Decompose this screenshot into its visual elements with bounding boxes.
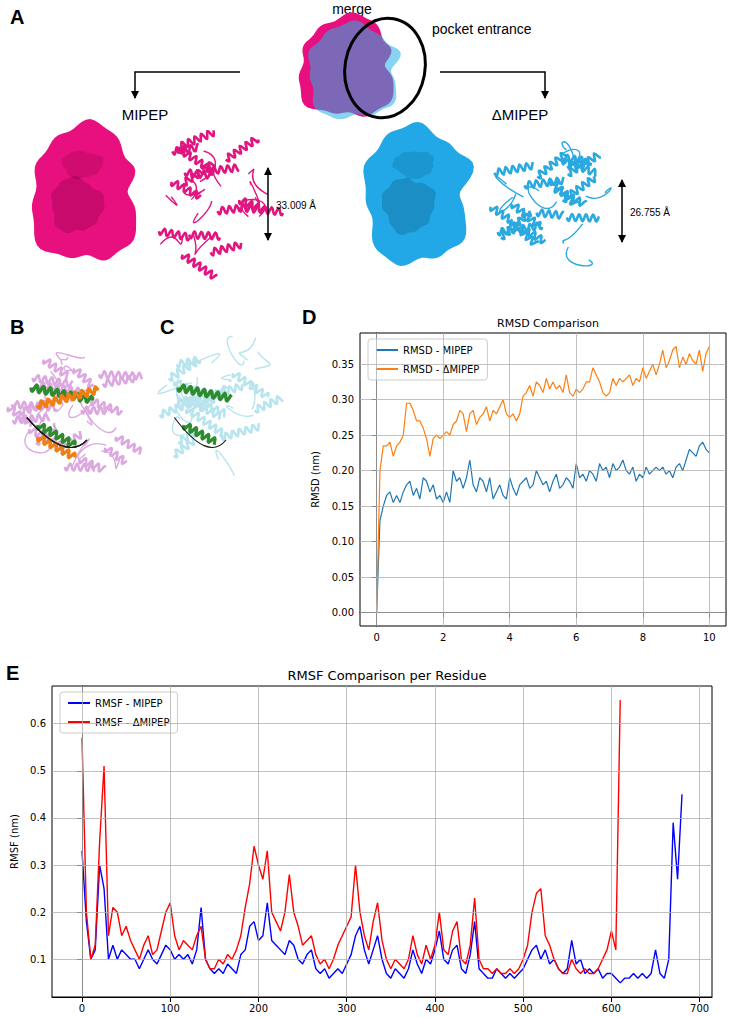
svg-text:D: D xyxy=(302,306,316,328)
svg-text:33.009 Å: 33.009 Å xyxy=(276,199,316,211)
svg-text:0.35: 0.35 xyxy=(332,359,354,370)
svg-text:26.755 Å: 26.755 Å xyxy=(630,206,670,218)
svg-text:merge: merge xyxy=(332,1,372,17)
svg-text:A: A xyxy=(10,6,24,28)
svg-text:RMSF - MIPEP: RMSF - MIPEP xyxy=(95,698,163,709)
svg-text:700: 700 xyxy=(690,1003,709,1014)
svg-text:100: 100 xyxy=(161,1003,180,1014)
svg-text:6: 6 xyxy=(573,632,579,643)
svg-text:B: B xyxy=(10,316,24,338)
svg-text:RMSF (nm): RMSF (nm) xyxy=(9,814,20,869)
svg-text:0.10: 0.10 xyxy=(332,536,354,547)
svg-text:0.00: 0.00 xyxy=(332,607,354,618)
svg-text:0.3: 0.3 xyxy=(30,860,46,871)
svg-text:RMSD (nm): RMSD (nm) xyxy=(310,451,321,508)
svg-text:0.1: 0.1 xyxy=(30,954,46,965)
svg-text:RMSD Comparison: RMSD Comparison xyxy=(497,317,599,330)
svg-text:0.2: 0.2 xyxy=(30,907,46,918)
svg-text:0.15: 0.15 xyxy=(332,501,354,512)
svg-text:0.05: 0.05 xyxy=(332,572,354,583)
svg-text:RMSF Comparison per Residue: RMSF Comparison per Residue xyxy=(287,668,486,683)
svg-text:500: 500 xyxy=(514,1003,533,1014)
svg-text:600: 600 xyxy=(602,1003,621,1014)
svg-text:8: 8 xyxy=(640,632,646,643)
svg-text:10: 10 xyxy=(703,632,716,643)
svg-text:200: 200 xyxy=(249,1003,268,1014)
svg-text:0.6: 0.6 xyxy=(30,718,46,729)
svg-text:4: 4 xyxy=(507,632,513,643)
svg-text:RMSD - ΔMIPEP: RMSD - ΔMIPEP xyxy=(403,364,479,375)
svg-text:RMSF - ΔMIPEP: RMSF - ΔMIPEP xyxy=(95,717,169,728)
svg-text:0.4: 0.4 xyxy=(30,812,46,823)
svg-text:0.5: 0.5 xyxy=(30,765,46,776)
svg-text:0.30: 0.30 xyxy=(332,394,354,405)
svg-text:RMSD - MIPEP: RMSD - MIPEP xyxy=(403,345,473,356)
svg-text:400: 400 xyxy=(425,1003,444,1014)
svg-text:0.20: 0.20 xyxy=(332,465,354,476)
svg-text:pocket entrance: pocket entrance xyxy=(432,21,532,37)
svg-text:2: 2 xyxy=(440,632,446,643)
svg-text:C: C xyxy=(160,316,174,338)
svg-text:0.25: 0.25 xyxy=(332,430,354,441)
svg-text:ΔMIPEP: ΔMIPEP xyxy=(492,106,549,123)
svg-text:E: E xyxy=(6,662,19,684)
svg-text:300: 300 xyxy=(337,1003,356,1014)
svg-text:MIPEP: MIPEP xyxy=(122,106,169,123)
svg-text:0: 0 xyxy=(79,1003,85,1014)
svg-text:0: 0 xyxy=(373,632,379,643)
